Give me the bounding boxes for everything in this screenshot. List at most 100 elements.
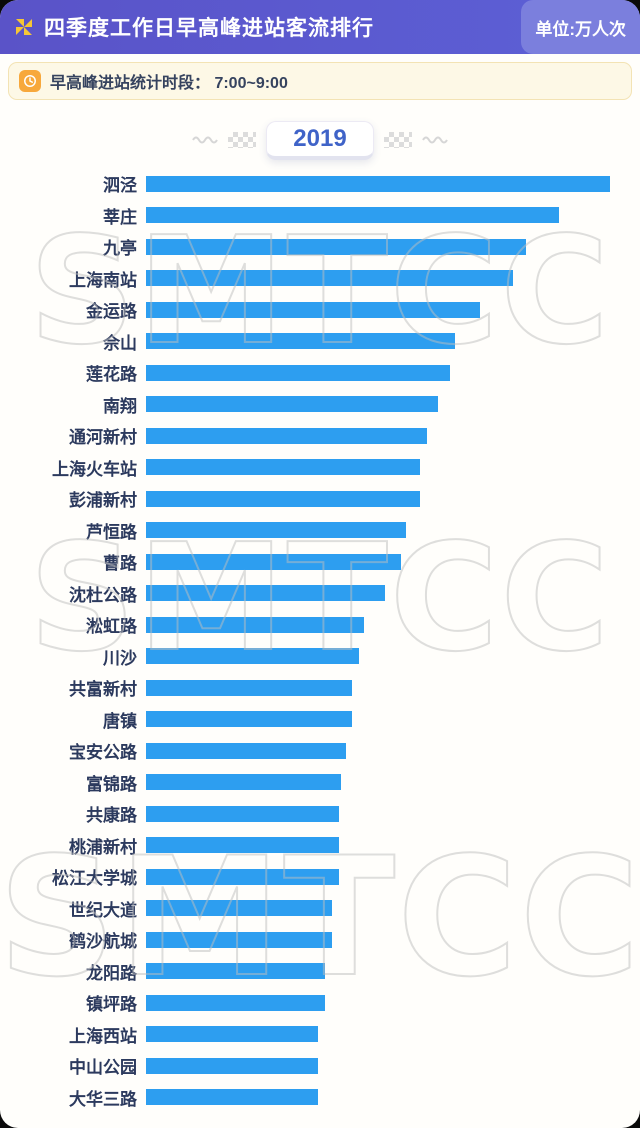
station-label: 川沙	[103, 648, 137, 668]
bar-track	[146, 805, 610, 822]
bar-track	[146, 364, 610, 381]
station-label: 佘山	[103, 333, 137, 353]
bar-chart: 泗泾 莘庄 九亭 上海南站 金运路 佘山 莲花路	[0, 168, 640, 1113]
chart-row: 大华三路	[0, 1082, 640, 1114]
chart-row: 淞虹路	[0, 609, 640, 641]
bar	[146, 553, 402, 570]
chart-row: 富锦路	[0, 767, 640, 799]
station-label: 金运路	[86, 302, 137, 322]
chart-row: 南翔	[0, 389, 640, 421]
station-label: 中山公园	[69, 1058, 137, 1078]
bar-track	[146, 522, 610, 539]
chart-row: 金运路	[0, 294, 640, 326]
station-label: 镇坪路	[86, 995, 137, 1015]
chart-row: 上海南站	[0, 263, 640, 295]
bar	[146, 994, 325, 1011]
bar-track	[146, 207, 610, 224]
bar-track	[146, 711, 610, 728]
chart-row: 松江大学城	[0, 861, 640, 893]
chart-row: 曹路	[0, 546, 640, 578]
bar	[146, 175, 610, 192]
chart-row: 上海西站	[0, 1019, 640, 1051]
bar	[146, 427, 427, 444]
chart-row: 上海火车站	[0, 452, 640, 484]
bar-track	[146, 1057, 610, 1074]
bar	[146, 585, 385, 602]
bar	[146, 1057, 318, 1074]
bar	[146, 679, 353, 696]
chart-row: 镇坪路	[0, 987, 640, 1019]
chart-row: 中山公园	[0, 1050, 640, 1082]
station-label: 富锦路	[86, 774, 137, 794]
station-label: 南翔	[103, 396, 137, 416]
bar-track	[146, 868, 610, 885]
bar-track	[146, 679, 610, 696]
chart-row: 桃浦新村	[0, 830, 640, 862]
bar	[146, 900, 332, 917]
chart-row: 沈杜公路	[0, 578, 640, 610]
bar-track	[146, 742, 610, 759]
bar	[146, 270, 513, 287]
bar-track	[146, 900, 610, 917]
bar	[146, 711, 353, 728]
bar	[146, 805, 339, 822]
station-label: 沈杜公路	[69, 585, 137, 605]
bar-track	[146, 175, 610, 192]
station-label: 桃浦新村	[69, 837, 137, 857]
station-label: 上海南站	[69, 270, 137, 290]
chart-row: 唐镇	[0, 704, 640, 736]
station-label: 淞虹路	[86, 617, 137, 637]
bar-track	[146, 616, 610, 633]
station-label: 芦恒路	[86, 522, 137, 542]
chart-row: 莘庄	[0, 200, 640, 232]
bar	[146, 333, 455, 350]
chart-row: 宝安公路	[0, 735, 640, 767]
chart-row: 共富新村	[0, 672, 640, 704]
station-label: 九亭	[103, 239, 137, 259]
chart-row: 共康路	[0, 798, 640, 830]
chart-row: 彭浦新村	[0, 483, 640, 515]
year-tab-2019[interactable]: 2019	[266, 120, 374, 160]
station-label: 泗泾	[103, 176, 137, 196]
bar	[146, 490, 420, 507]
bar	[146, 238, 527, 255]
notice-banner: 早高峰进站统计时段： 7:00~9:00	[8, 62, 632, 100]
header: 四季度工作日早高峰进站客流排行 单位:万人次	[0, 0, 640, 54]
station-label: 松江大学城	[52, 869, 137, 889]
station-label: 莲花路	[86, 365, 137, 385]
station-label: 唐镇	[103, 711, 137, 731]
bar	[146, 931, 332, 948]
bar	[146, 963, 325, 980]
wave-deco-icon	[421, 135, 448, 145]
chart-row: 通河新村	[0, 420, 640, 452]
bar-track	[146, 553, 610, 570]
bar-track	[146, 333, 610, 350]
checker-deco-icon	[228, 132, 257, 148]
bar-track	[146, 585, 610, 602]
station-label: 共康路	[86, 806, 137, 826]
bar	[146, 648, 360, 665]
checker-deco-icon	[383, 132, 412, 148]
bar-track	[146, 931, 610, 948]
bar	[146, 837, 339, 854]
chart-row: 泗泾	[0, 168, 640, 200]
chart-row: 川沙	[0, 641, 640, 673]
year-tab-row: 2019	[0, 120, 640, 160]
bar	[146, 207, 559, 224]
bar-track	[146, 648, 610, 665]
bar-track	[146, 270, 610, 287]
bar-track	[146, 427, 610, 444]
bar	[146, 364, 450, 381]
bar-track	[146, 1089, 610, 1106]
bar-track	[146, 994, 610, 1011]
station-label: 世纪大道	[69, 900, 137, 920]
bar	[146, 742, 346, 759]
bar-track	[146, 774, 610, 791]
chart-row: 龙阳路	[0, 956, 640, 988]
bar-track	[146, 490, 610, 507]
station-label: 共富新村	[69, 680, 137, 700]
station-label: 通河新村	[69, 428, 137, 448]
bar-track	[146, 459, 610, 476]
chart-row: 莲花路	[0, 357, 640, 389]
